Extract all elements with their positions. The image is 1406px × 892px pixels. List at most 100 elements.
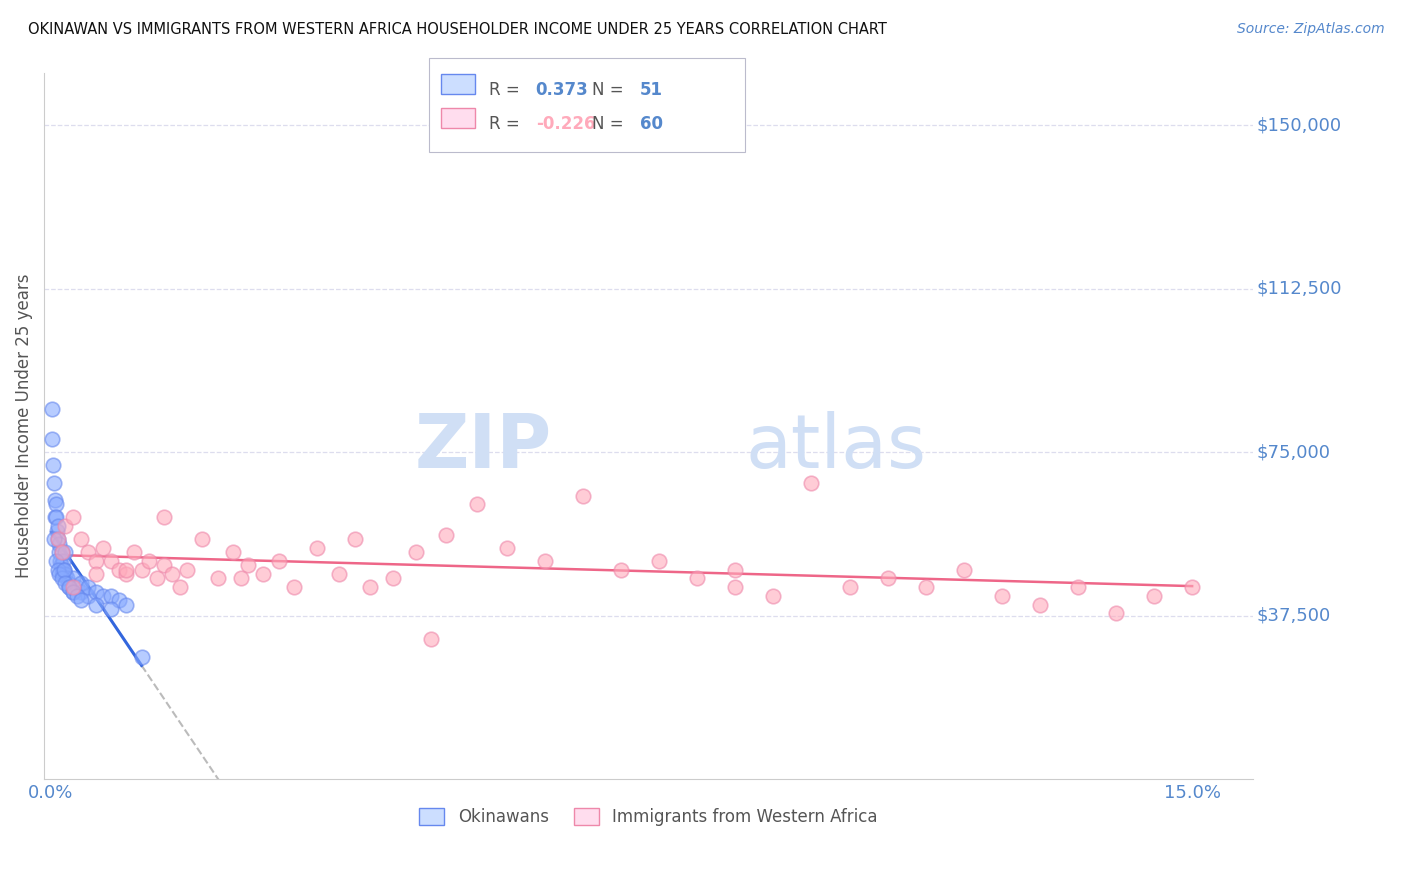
Point bbox=[84, 567, 107, 582]
Text: -0.226: -0.226 bbox=[536, 115, 595, 133]
Point bbox=[100, 589, 122, 603]
Point bbox=[1181, 580, 1204, 594]
Point bbox=[952, 563, 974, 577]
Point bbox=[58, 575, 80, 590]
Point bbox=[1067, 580, 1090, 594]
Point bbox=[55, 519, 77, 533]
Point bbox=[51, 572, 73, 586]
Point bbox=[138, 554, 160, 568]
Point bbox=[724, 563, 747, 577]
Point bbox=[115, 563, 138, 577]
Point bbox=[51, 563, 73, 577]
Point bbox=[84, 598, 107, 612]
Point bbox=[169, 580, 191, 594]
Point bbox=[62, 572, 84, 586]
Point bbox=[48, 536, 70, 550]
Point bbox=[191, 533, 214, 547]
Point bbox=[648, 554, 671, 568]
Point bbox=[46, 563, 69, 577]
Point bbox=[534, 554, 557, 568]
Point bbox=[69, 533, 91, 547]
Point bbox=[283, 580, 305, 594]
Point bbox=[93, 541, 115, 555]
Point bbox=[838, 580, 860, 594]
Point bbox=[77, 545, 100, 559]
Point bbox=[48, 567, 70, 582]
Point bbox=[876, 572, 898, 586]
Point bbox=[66, 589, 89, 603]
Text: $37,500: $37,500 bbox=[1257, 607, 1331, 624]
Point bbox=[434, 528, 457, 542]
Point bbox=[48, 545, 70, 559]
Point bbox=[762, 589, 785, 603]
Point bbox=[267, 554, 290, 568]
Text: atlas: atlas bbox=[745, 410, 927, 483]
Point bbox=[62, 584, 84, 599]
Point bbox=[46, 533, 69, 547]
Point bbox=[107, 593, 129, 607]
Point bbox=[55, 575, 77, 590]
Point bbox=[51, 545, 73, 559]
Point bbox=[42, 475, 65, 490]
Point bbox=[1105, 607, 1128, 621]
Point bbox=[77, 580, 100, 594]
Text: 60: 60 bbox=[640, 115, 662, 133]
Point bbox=[381, 572, 404, 586]
Text: R =: R = bbox=[489, 81, 526, 99]
Point bbox=[93, 589, 115, 603]
Point bbox=[991, 589, 1014, 603]
Point bbox=[62, 584, 84, 599]
Point bbox=[62, 510, 84, 524]
Point bbox=[55, 567, 77, 582]
Point bbox=[42, 533, 65, 547]
Point bbox=[115, 567, 138, 582]
Point bbox=[52, 563, 75, 577]
Point bbox=[800, 475, 823, 490]
Point bbox=[100, 554, 122, 568]
Text: $112,500: $112,500 bbox=[1257, 280, 1343, 298]
Point bbox=[41, 401, 63, 416]
Point bbox=[58, 580, 80, 594]
Point bbox=[56, 572, 79, 586]
Text: $150,000: $150,000 bbox=[1257, 116, 1341, 135]
Legend: Okinawans, Immigrants from Western Africa: Okinawans, Immigrants from Western Afric… bbox=[411, 799, 886, 834]
Point bbox=[46, 533, 69, 547]
Point bbox=[84, 584, 107, 599]
Point bbox=[49, 554, 72, 568]
Point bbox=[229, 572, 252, 586]
Point bbox=[107, 563, 129, 577]
Point bbox=[222, 545, 245, 559]
Point bbox=[153, 510, 176, 524]
Text: 0.373: 0.373 bbox=[536, 81, 589, 99]
Point bbox=[131, 563, 153, 577]
Y-axis label: Householder Income Under 25 years: Householder Income Under 25 years bbox=[15, 274, 32, 578]
Text: $75,000: $75,000 bbox=[1257, 443, 1330, 461]
Point bbox=[46, 524, 69, 538]
Point bbox=[252, 567, 274, 582]
Point bbox=[69, 593, 91, 607]
Point bbox=[131, 649, 153, 664]
Point bbox=[1029, 598, 1052, 612]
Point bbox=[69, 584, 91, 599]
Point bbox=[236, 558, 259, 573]
Point bbox=[465, 497, 488, 511]
Text: R =: R = bbox=[489, 115, 526, 133]
Point bbox=[58, 580, 80, 594]
Point bbox=[419, 632, 441, 647]
Text: OKINAWAN VS IMMIGRANTS FROM WESTERN AFRICA HOUSEHOLDER INCOME UNDER 25 YEARS COR: OKINAWAN VS IMMIGRANTS FROM WESTERN AFRI… bbox=[28, 22, 887, 37]
Point bbox=[914, 580, 936, 594]
Text: ZIP: ZIP bbox=[415, 410, 551, 483]
Point bbox=[51, 567, 73, 582]
Point bbox=[45, 510, 67, 524]
Point bbox=[343, 533, 366, 547]
Point bbox=[496, 541, 519, 555]
Point bbox=[51, 545, 73, 559]
Point bbox=[115, 598, 138, 612]
Point bbox=[69, 575, 91, 590]
Point bbox=[44, 497, 66, 511]
Point bbox=[44, 554, 66, 568]
Point bbox=[153, 558, 176, 573]
Point bbox=[146, 572, 169, 586]
Point bbox=[42, 458, 65, 472]
Point bbox=[41, 432, 63, 446]
